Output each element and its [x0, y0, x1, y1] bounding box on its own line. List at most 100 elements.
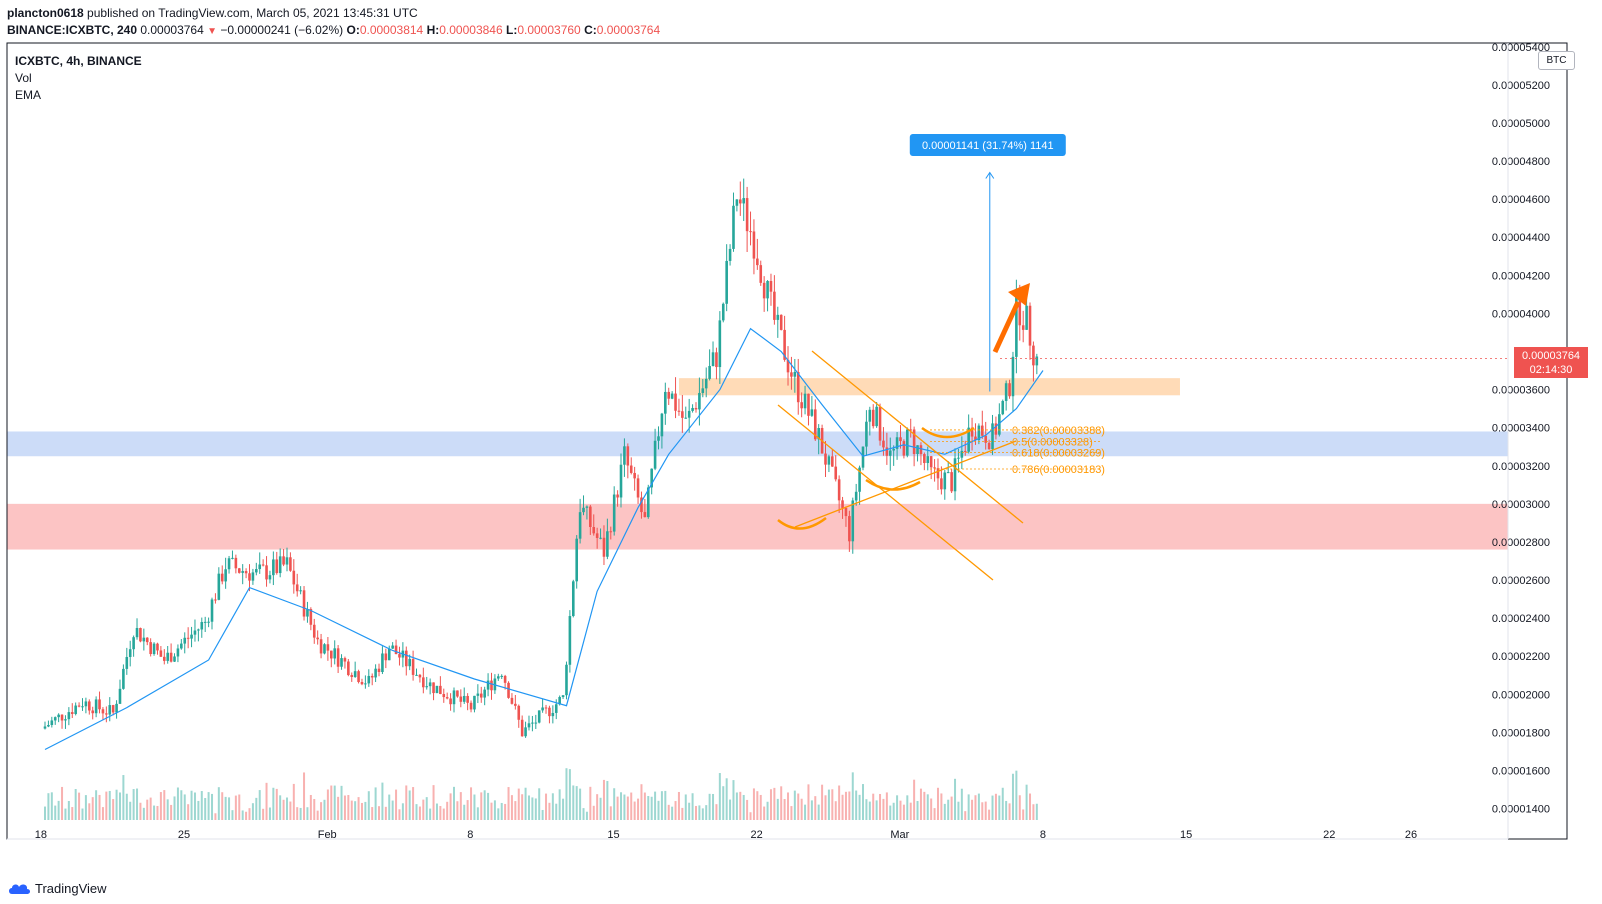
candle-body [323, 644, 326, 654]
candle-body [398, 654, 401, 658]
volume-bar [647, 796, 650, 820]
volume-bar [787, 792, 790, 820]
candle-body [1004, 383, 1008, 401]
volume-bar [879, 793, 882, 820]
candle-body [268, 575, 272, 580]
candle-body [919, 445, 923, 455]
candle-body [664, 391, 667, 414]
publisher-name[interactable]: plancton0618 [7, 6, 84, 20]
volume-bar [401, 803, 404, 820]
price-tick-label: 0.00005200 [1492, 80, 1550, 92]
volume-bar [490, 802, 493, 820]
volume-bar [940, 793, 943, 820]
volume-bar [292, 783, 295, 820]
volume-bar [926, 794, 929, 820]
footer[interactable]: TradingView [7, 878, 107, 898]
candle-body [892, 448, 895, 451]
volume-bar [272, 787, 275, 820]
price-tick-label: 0.00004800 [1492, 156, 1550, 168]
legend-vol[interactable]: Vol [15, 71, 32, 85]
candle-body [541, 707, 544, 711]
candle-body [408, 658, 411, 667]
volume-bar [565, 768, 568, 820]
volume-bar [766, 801, 769, 820]
candle-body [980, 425, 984, 436]
volume-bar [865, 799, 868, 820]
channel-bottom-line[interactable] [777, 404, 994, 581]
price-tick-label: 0.00002800 [1492, 537, 1550, 549]
candle-body [74, 705, 77, 714]
price-tick-label: 0.00002000 [1492, 689, 1550, 701]
candle-body [101, 709, 105, 714]
measure-label-box[interactable] [909, 134, 1066, 156]
candle-body [1035, 356, 1039, 366]
time-tick-label: 26 [1405, 829, 1417, 841]
volume-bar [275, 788, 278, 820]
volume-bar [988, 809, 991, 820]
candle-body [558, 697, 561, 705]
currency-box[interactable]: BTC [1538, 51, 1575, 70]
volume-bar [282, 799, 285, 820]
candle-body [500, 675, 504, 677]
volume-bar [868, 801, 871, 820]
volume-bar [163, 790, 166, 820]
rising-trendline[interactable] [794, 440, 1017, 528]
time-axis: 18 25 Feb 8 15 22 Mar 8 15 22 26 [35, 829, 1417, 841]
legend-symbol[interactable]: ICXBTC, 4h, BINANCE [15, 54, 142, 68]
volume-bar [971, 799, 974, 820]
cup-arc-3[interactable] [921, 426, 975, 439]
time-tick-label: Feb [318, 829, 337, 841]
candle-body [244, 571, 248, 574]
volume-bar [214, 813, 217, 820]
volume-bar [1015, 770, 1018, 820]
candle-body [47, 725, 50, 727]
candle-body [841, 500, 844, 508]
up-arrow-head-icon [1008, 283, 1030, 306]
candle-body [766, 280, 769, 299]
candle-body [544, 707, 548, 709]
legend-ema[interactable]: EMA [15, 88, 42, 102]
candle-body [176, 648, 180, 657]
candle-body [640, 497, 643, 513]
cup-arc-2[interactable] [865, 478, 921, 491]
fib-level-label: 0.786(0.00003183) [1012, 464, 1105, 476]
candle-body [725, 260, 728, 304]
volume-bar [804, 804, 807, 820]
candle-body [906, 429, 909, 456]
open-value: 0.00003814 [359, 23, 424, 37]
cup-arc-1[interactable] [777, 517, 827, 530]
zone-red[interactable] [7, 503, 1508, 550]
volume-bar [994, 793, 997, 820]
volume-bar [851, 772, 854, 820]
candle-body [452, 690, 456, 705]
candle-body [473, 695, 476, 710]
volume-bar [415, 804, 418, 820]
up-arrow-shaft[interactable] [992, 300, 1021, 354]
candle-body [425, 686, 429, 688]
volume-bar [330, 785, 333, 820]
volume-bar [960, 788, 963, 820]
volume-bar [108, 790, 111, 820]
volume-bar [742, 794, 745, 820]
candle-body [626, 446, 630, 466]
candle-body [479, 693, 483, 698]
candle-body [439, 685, 442, 695]
volume-bar [551, 793, 554, 820]
candle-body [800, 402, 803, 409]
candle-body [70, 712, 74, 714]
volume-bar [885, 792, 888, 820]
channel-top-line[interactable] [811, 350, 1024, 524]
price-tick-label: 0.00001400 [1492, 804, 1550, 816]
candles-layer [43, 178, 1039, 738]
candle-body [827, 456, 831, 465]
published-text: published on TradingView.com, March 05, … [87, 6, 418, 20]
volume-bar [118, 792, 121, 820]
zone-blue[interactable] [7, 431, 1508, 457]
zone-orange[interactable] [678, 378, 1180, 396]
candle-body [650, 468, 653, 488]
candle-body [302, 590, 306, 617]
volume-bar [388, 794, 391, 820]
candle-body [902, 441, 906, 456]
volume-bar [800, 798, 803, 820]
